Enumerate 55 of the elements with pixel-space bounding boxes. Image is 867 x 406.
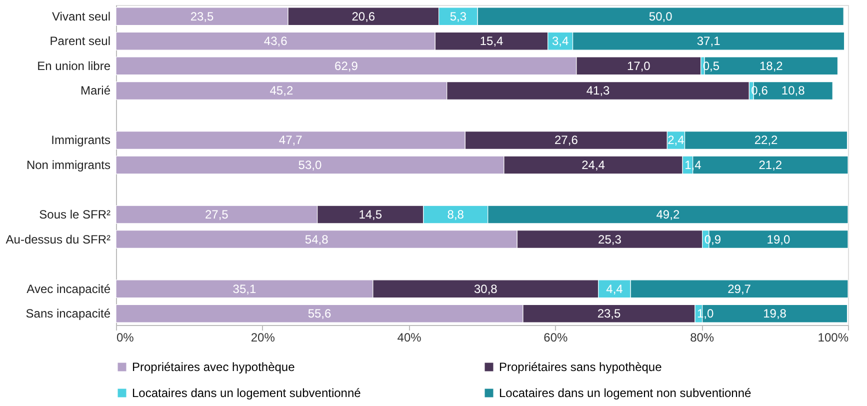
data-label: 62,9 bbox=[334, 58, 358, 73]
y-tick-label: Sous le SFR² bbox=[39, 208, 110, 222]
data-label: 29,7 bbox=[728, 282, 752, 296]
data-label: 50,0 bbox=[648, 9, 673, 24]
data-label: 4,4 bbox=[606, 282, 624, 296]
y-tick-label: Au-dessus du SFR² bbox=[6, 232, 110, 246]
x-tick-label: 60% bbox=[544, 330, 568, 344]
data-label: 21,2 bbox=[758, 158, 782, 172]
data-label: 20,6 bbox=[352, 9, 376, 24]
data-label: 8,8 bbox=[447, 208, 464, 222]
data-label: 3,4 bbox=[552, 34, 569, 48]
data-label: 27,6 bbox=[554, 133, 578, 148]
data-label: 23,5 bbox=[190, 9, 214, 24]
data-label: 23,5 bbox=[597, 306, 622, 321]
legend-label: Locataires dans un logement subventionné bbox=[132, 386, 362, 400]
x-tick-label: 20% bbox=[250, 330, 276, 344]
data-label: 10,8 bbox=[781, 84, 806, 98]
y-tick-label: En union libre bbox=[37, 58, 111, 73]
data-label: 2,4 bbox=[668, 133, 685, 148]
data-label: 55,6 bbox=[308, 306, 332, 321]
legend-label: Propriétaires avec hypothèque bbox=[132, 360, 296, 374]
y-tick-label: Vivant seul bbox=[52, 9, 110, 24]
x-tick-label: 100% bbox=[818, 330, 849, 344]
data-label: 47,7 bbox=[278, 133, 303, 148]
x-tick-label: 40% bbox=[397, 330, 422, 344]
data-label: 14,5 bbox=[358, 208, 382, 222]
data-label: 19,8 bbox=[763, 306, 787, 321]
data-label: 19,0 bbox=[766, 232, 790, 246]
y-tick-label: Non immigrants bbox=[26, 158, 110, 172]
data-label: 5,3 bbox=[450, 9, 467, 24]
data-label: 37,1 bbox=[696, 34, 721, 48]
data-label: 15,4 bbox=[480, 34, 504, 48]
y-tick-label: Marié bbox=[80, 84, 111, 98]
data-label: 22,2 bbox=[754, 133, 778, 148]
data-label: 53,0 bbox=[298, 158, 322, 172]
data-label: 49,2 bbox=[656, 208, 680, 222]
data-label: 43,6 bbox=[264, 34, 288, 48]
legend-label: Propriétaires sans hypothèque bbox=[499, 360, 662, 374]
y-tick-label: Immigrants bbox=[51, 133, 110, 148]
data-label: 24,4 bbox=[582, 158, 606, 172]
data-label: 27,5 bbox=[204, 208, 229, 222]
data-label: 18,2 bbox=[759, 58, 784, 73]
y-tick-label: Sans incapacité bbox=[26, 306, 111, 321]
y-tick-label: Parent seul bbox=[50, 34, 110, 48]
data-label: 54,8 bbox=[304, 232, 329, 246]
y-tick-label: Avec incapacité bbox=[26, 282, 111, 296]
data-label: 35,1 bbox=[232, 282, 256, 296]
x-tick-label: 80% bbox=[690, 330, 714, 344]
data-label: 25,3 bbox=[598, 232, 622, 246]
data-label: 41,3 bbox=[586, 84, 610, 98]
x-tick-label: 0% bbox=[116, 330, 134, 344]
data-label: 45,2 bbox=[270, 84, 294, 98]
data-label: 30,8 bbox=[474, 282, 498, 296]
legend-label: Locataires dans un logement non subventionné bbox=[499, 386, 752, 400]
data-label: 17,0 bbox=[626, 58, 651, 73]
